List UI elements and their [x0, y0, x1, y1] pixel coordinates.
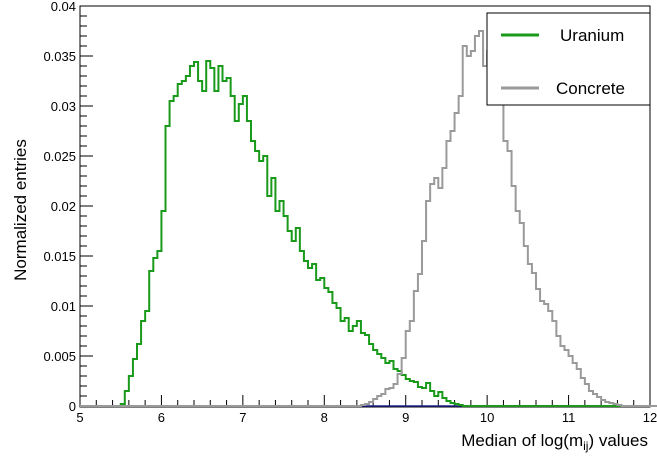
y-tick-label: 0.025 [43, 149, 76, 164]
x-tick-label: 9 [402, 410, 409, 425]
x-tick-label: 6 [158, 410, 165, 425]
legend-label-uranium: Uranium [560, 26, 624, 45]
y-axis-title: Normalized entries [11, 139, 30, 281]
y-tick-label: 0.035 [43, 49, 76, 64]
x-axis-title-main: Median of log(m [461, 431, 583, 450]
y-tick-label: 0.005 [43, 349, 76, 364]
tick-labels: 5 6 7 8 9 10 11 12 0 0.005 0.01 0.015 0.02 0.025 0.03 0… [43, 0, 657, 425]
legend-box [486, 12, 651, 106]
legend-label-concrete: Concrete [556, 79, 625, 98]
x-tick-label: 10 [480, 410, 494, 425]
x-axis-title-tail: ) values [588, 431, 648, 450]
x-tick-label: 7 [239, 410, 246, 425]
y-tick-label: 0.01 [51, 299, 76, 314]
y-tick-label: 0.03 [51, 99, 76, 114]
x-tick-label: 11 [562, 410, 576, 425]
x-axis-title-subscript: ij [583, 439, 588, 453]
x-tick-label: 12 [643, 410, 657, 425]
series-layer [80, 30, 657, 407]
x-tick-label: 8 [321, 410, 328, 425]
y-tick-label: 0.02 [51, 199, 76, 214]
legend: Uranium Concrete [486, 12, 651, 106]
y-tick-label: 0.04 [51, 0, 76, 14]
series-line-uranium [80, 60, 650, 407]
series-line-concrete [80, 30, 657, 407]
x-tick-label: 5 [76, 410, 83, 425]
y-tick-label: 0 [69, 399, 76, 414]
y-tick-label: 0.015 [43, 249, 76, 264]
x-axis-title: Median of log(mij) values [461, 431, 648, 453]
